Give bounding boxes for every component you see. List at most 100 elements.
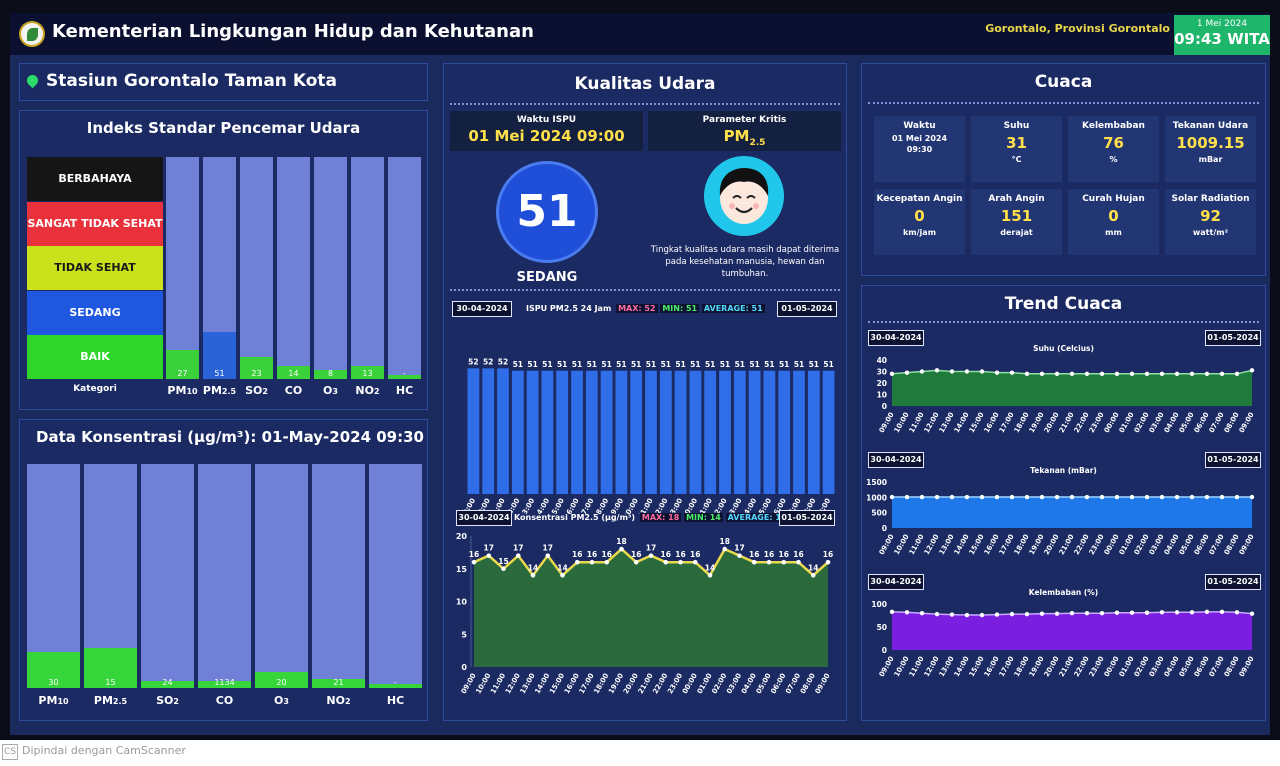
trend-point xyxy=(1069,371,1075,376)
concentration-column-no2: 21 xyxy=(312,464,365,688)
pm25-point-value: 14 xyxy=(808,563,818,572)
pm25-area xyxy=(474,549,828,667)
trend-point xyxy=(1219,494,1225,500)
pm25-point xyxy=(545,553,551,558)
header-title: Kementerian Lingkungan Hidup dan Kehutan… xyxy=(52,21,534,42)
weather-unit: km/jam xyxy=(902,228,937,237)
concentration-column-co: 1134 xyxy=(198,464,251,688)
concentration-column-label: CO xyxy=(215,694,234,707)
pm25-ytick: 0 xyxy=(461,663,467,672)
trend-point xyxy=(1189,371,1195,376)
ispu-column-value: - xyxy=(403,369,406,378)
ispu-bar-value: 51 xyxy=(542,360,552,369)
ispu-chart-date-start: 30-04-2024 xyxy=(452,301,512,317)
ispu-bar-xlabel: 04:00 xyxy=(740,497,758,514)
concentration-column-fill: 15 xyxy=(84,647,137,688)
weather-time: 09:30 xyxy=(906,145,933,154)
weather-date: 01 Mei 2024 xyxy=(891,134,948,143)
category-sedang: SEDANG xyxy=(27,290,163,335)
pm25-point-value: 17 xyxy=(484,544,494,553)
ispu-bar-value: 51 xyxy=(749,360,759,369)
pm25-ytick: 20 xyxy=(456,532,468,541)
pm25-point xyxy=(692,559,698,565)
ispu-bar-xlabel: 22:00 xyxy=(651,497,669,514)
trend-point xyxy=(1144,494,1150,500)
ispu-bar xyxy=(571,370,583,494)
ispu-bar xyxy=(674,370,687,494)
category-baik: BAIK xyxy=(27,335,163,379)
ispu-bar xyxy=(822,370,835,494)
ispu-description: Tingkat kualitas udara masih dapat diter… xyxy=(650,245,840,279)
trend-area xyxy=(892,497,1252,528)
ispu-bar-xlabel: 13:00 xyxy=(518,497,536,514)
ispu-bar-xlabel: 01:00 xyxy=(696,497,714,514)
ispu-bar xyxy=(659,370,672,494)
pm25-point-value: 17 xyxy=(513,544,523,553)
trend-ytick: 0 xyxy=(882,524,887,533)
ispu-bar xyxy=(778,370,791,494)
ispu-time-box: Waktu ISPU 01 Mei 2024 09:00 xyxy=(450,111,643,151)
ispu-index-title: Indeks Standar Pencemar Udara xyxy=(86,119,361,137)
trend-point xyxy=(964,494,970,500)
trend-point xyxy=(949,494,955,500)
pm25-point xyxy=(574,559,580,565)
trend-date-start: 30-04-2024 xyxy=(868,330,924,346)
trend-chart-title: Tekanan (mBar) xyxy=(1030,466,1097,475)
trend-point xyxy=(949,369,955,374)
ispu-column-fill: 27 xyxy=(166,350,199,379)
weather-value: 0 xyxy=(914,207,925,225)
station-name: Stasiun Gorontalo Taman Kota xyxy=(46,71,337,91)
weather-value: 31 xyxy=(1006,134,1027,152)
concentration-column-fill: 20 xyxy=(255,672,308,688)
ispu-column-label: HC xyxy=(395,384,414,397)
trend-ytick: 500 xyxy=(871,509,887,518)
ispu-column-value: 13 xyxy=(362,369,373,378)
concentration-column-label: PM10 xyxy=(38,694,69,707)
pm25-chart-average: AVERAGE: 16 xyxy=(725,513,789,522)
ispu-column-label: CO xyxy=(284,384,303,397)
pm25-chart-date-end: 01-05-2024 xyxy=(779,510,835,526)
ispu-bar xyxy=(704,370,717,494)
pm25-point-value: 15 xyxy=(498,557,508,566)
ispu-bar xyxy=(526,370,539,494)
concentration-column-value: - xyxy=(394,678,397,687)
trend-point xyxy=(1219,371,1225,376)
trend-point xyxy=(1234,371,1240,376)
ispu-bar-value: 51 xyxy=(646,360,656,369)
trend-point xyxy=(1009,370,1015,375)
trend-point xyxy=(1249,494,1255,500)
trend-point xyxy=(1009,611,1015,617)
ispu-bar-xlabel: 18:00 xyxy=(592,497,610,514)
ispu-bar xyxy=(807,370,820,494)
trend-point xyxy=(1099,494,1105,500)
pm25-point xyxy=(471,559,477,565)
trend-point xyxy=(1114,610,1120,615)
weather-kecepatan-angin: Kecepatan Angin 0 km/jam xyxy=(874,189,965,255)
concentration-column-label: SO2 xyxy=(156,694,179,707)
concentration-column-o3: 20 xyxy=(255,464,308,688)
ispu-bar xyxy=(630,370,643,494)
concentration-column-hc: - xyxy=(369,464,422,688)
weather-label: Suhu xyxy=(1003,121,1030,131)
ispu-chart-min: MIN: 51 xyxy=(660,304,700,313)
pm25-point xyxy=(560,573,565,578)
weather-value: 92 xyxy=(1200,207,1221,225)
weather-unit: °C xyxy=(1011,155,1022,164)
trend-area xyxy=(892,370,1252,406)
trend-point xyxy=(1084,494,1090,500)
concentration-title: Data Konsentrasi (µg/m³): 01-May-2024 09… xyxy=(36,428,424,446)
ispu-column-label: O3 xyxy=(323,384,338,397)
concentration-column-pm10: 30 xyxy=(27,464,80,688)
trend-point xyxy=(1069,611,1075,616)
trend-point xyxy=(1189,610,1195,615)
trend-point xyxy=(1039,371,1045,376)
weather-label: Solar Radiation xyxy=(1171,194,1250,204)
trend-ytick: 1000 xyxy=(866,493,887,502)
weather-title: Cuaca xyxy=(1034,72,1093,92)
category-berbahaya: BERBAHAYA xyxy=(27,157,163,201)
trend-point xyxy=(1054,371,1060,376)
trend-point xyxy=(1054,494,1060,500)
weather-panel: Cuaca Waktu 01 Mei 2024 09:30 Suhu 31 °C Kelem… xyxy=(861,63,1266,276)
ispu-column-so2: 23 xyxy=(240,157,273,379)
weather-label: Tekanan Udara xyxy=(1172,121,1249,131)
